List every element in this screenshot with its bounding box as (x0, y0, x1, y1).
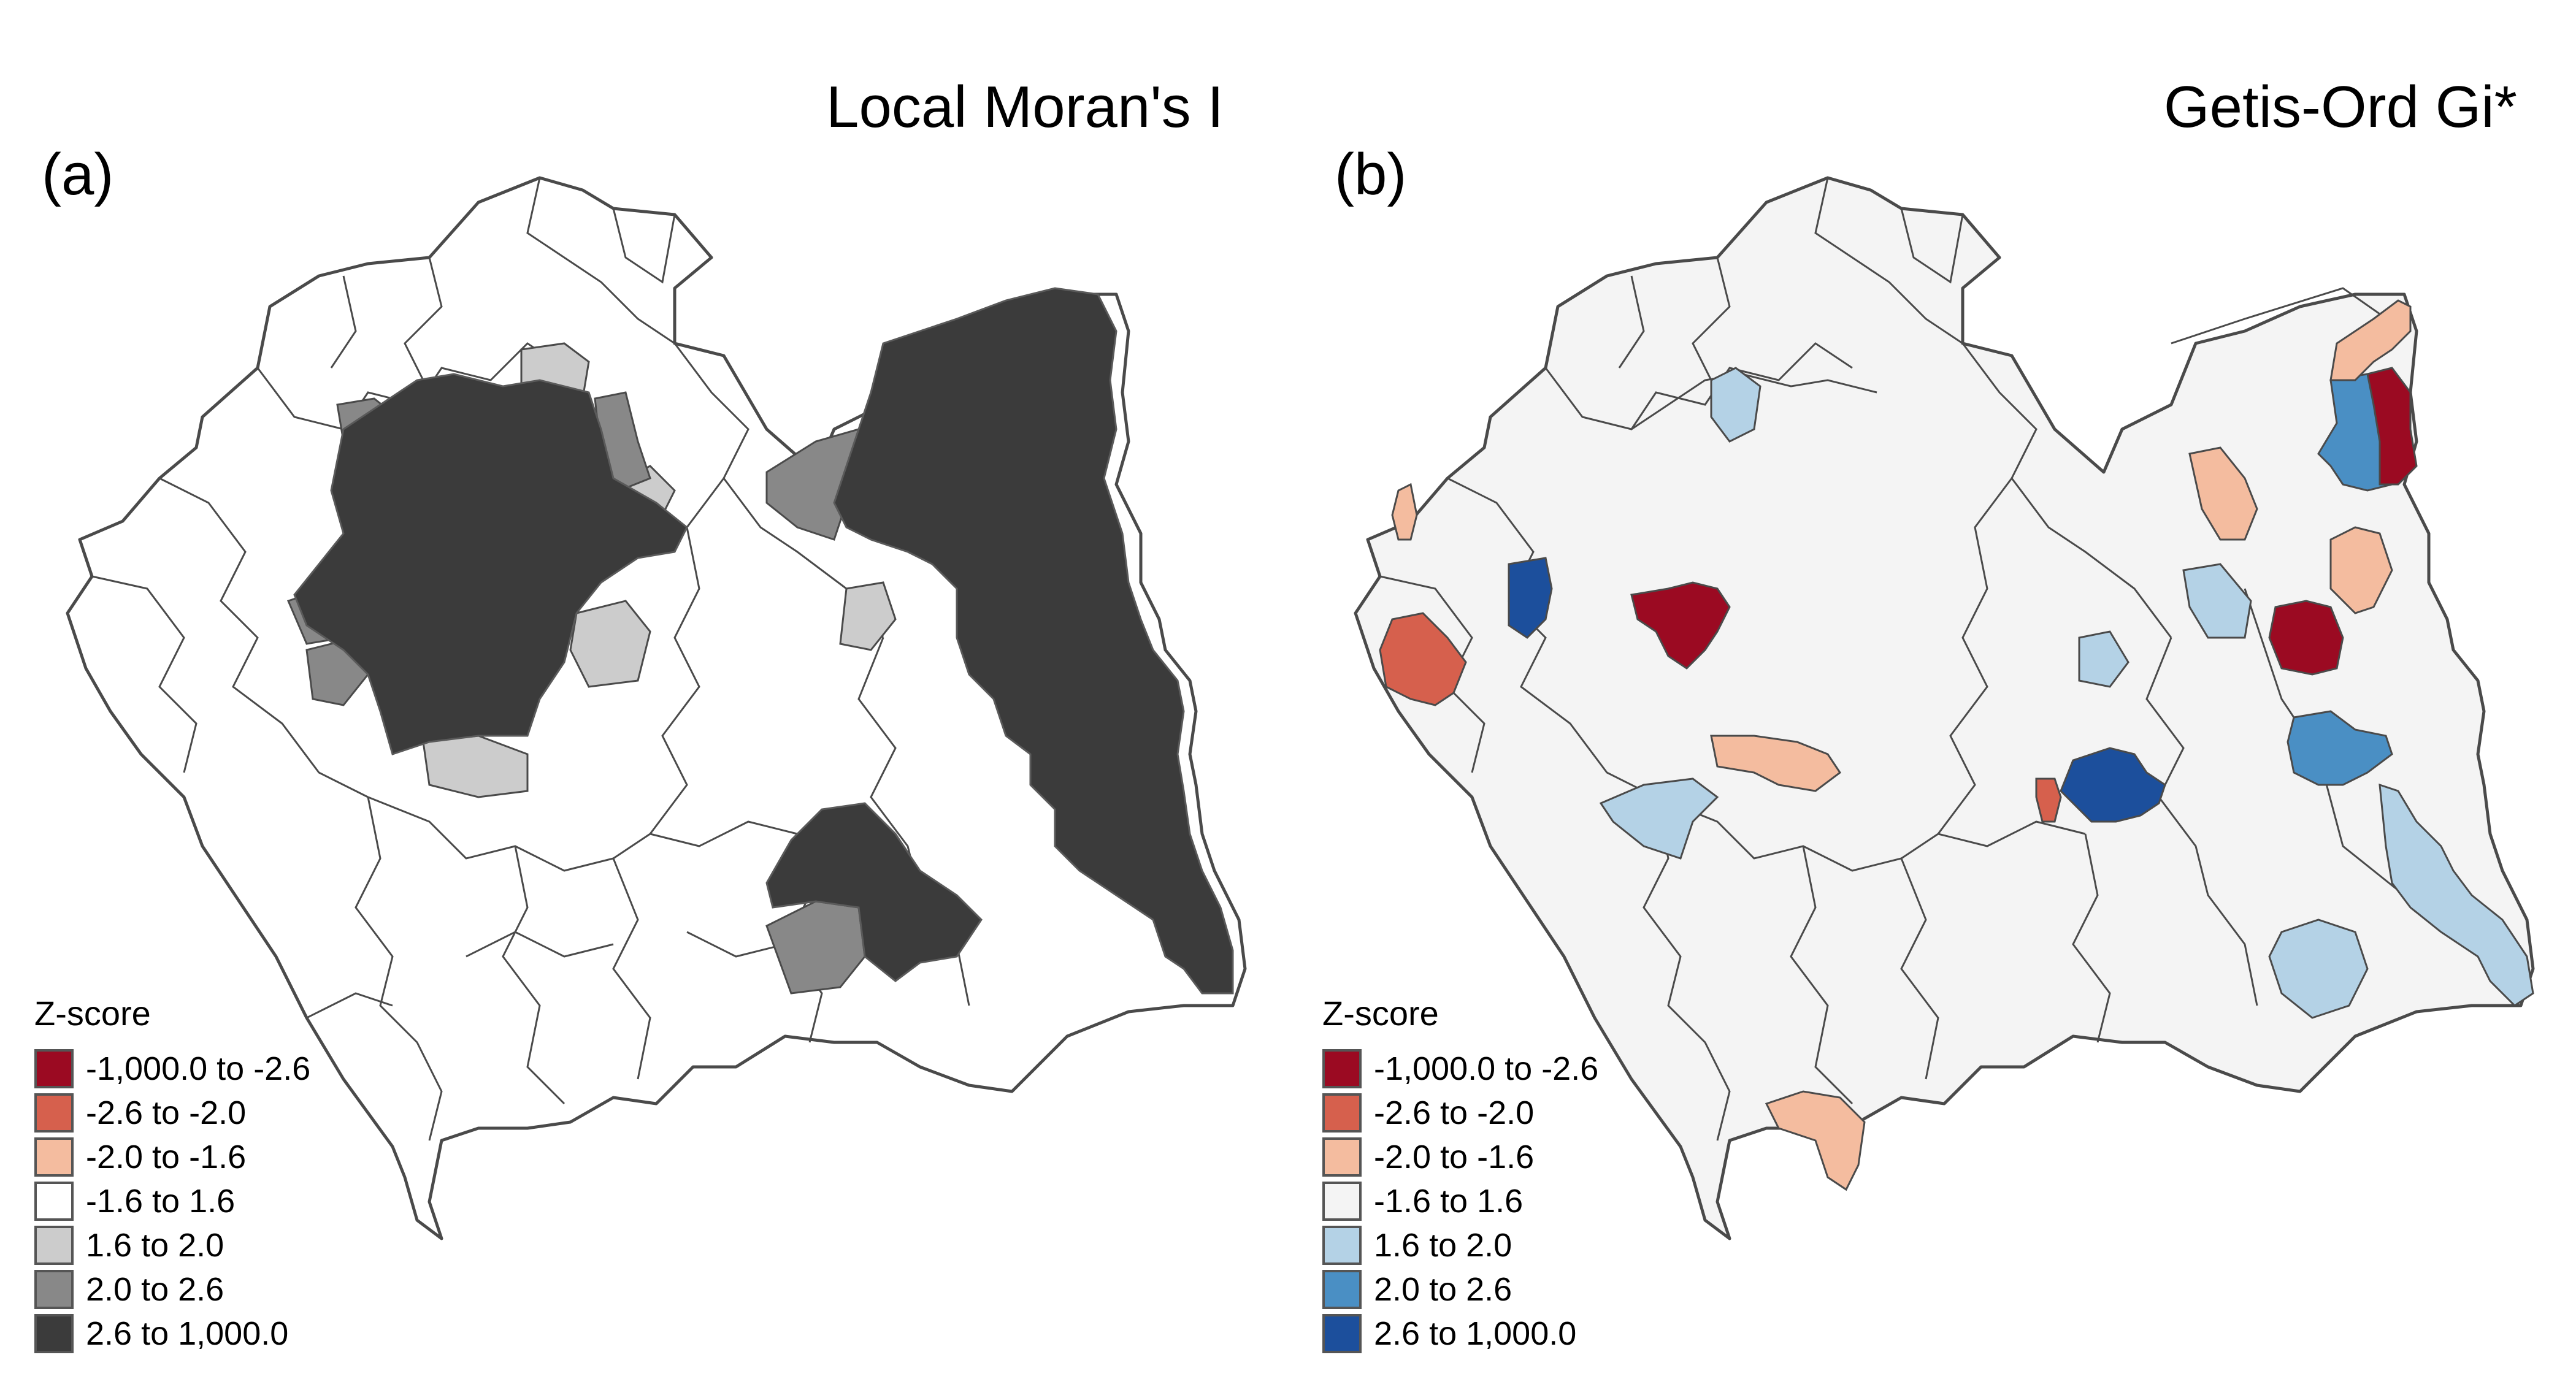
legend-swatch (34, 1270, 74, 1309)
map-local-morans-i (66, 176, 1247, 1240)
legend-item: -1.6 to 1.6 (1322, 1179, 1598, 1223)
legend-swatch (34, 1093, 74, 1133)
legend-label: 1.6 to 2.0 (1374, 1227, 1512, 1264)
legend-swatch (1322, 1226, 1362, 1265)
legend-swatch (34, 1226, 74, 1265)
legend-swatch (1322, 1093, 1362, 1133)
map-getis-ord-gi (1354, 176, 2535, 1240)
legend-items: -1,000.0 to -2.6 -2.6 to -2.0 -2.0 to -1… (1322, 1047, 1598, 1356)
cluster-minus-1000-to-minus-2-6 (1630, 367, 2418, 676)
legend-label: 1.6 to 2.0 (86, 1227, 224, 1264)
legend: Z-score -1,000.0 to -2.6 -2.6 to -2.0 -2… (34, 993, 310, 1356)
legend-item: -1.6 to 1.6 (34, 1179, 310, 1223)
cluster-2-6-to-1000 (1508, 557, 2166, 823)
legend-label: -1,000.0 to -2.6 (1374, 1050, 1599, 1087)
legend-label: -1.6 to 1.6 (1374, 1183, 1524, 1220)
legend-item: -1,000.0 to -2.6 (1322, 1047, 1598, 1091)
cluster-1-6-to-2-0 (1599, 367, 2534, 1019)
district-boundaries (1379, 177, 2405, 1141)
legend-swatch (1322, 1314, 1362, 1353)
legend-swatch (1322, 1049, 1362, 1088)
legend-swatch (34, 1049, 74, 1088)
legend-swatch (1322, 1182, 1362, 1221)
legend-swatch (34, 1314, 74, 1353)
legend-label: -2.0 to -1.6 (86, 1139, 247, 1175)
legend-swatch (34, 1182, 74, 1221)
panel-letter: (a) (42, 142, 114, 207)
panel-title: Local Moran's I (826, 74, 1224, 140)
legend-item: -1,000.0 to -2.6 (34, 1047, 310, 1091)
cluster-minus-2-6-to-minus-2-0 (1379, 612, 2062, 823)
legend-item: 2.6 to 1,000.0 (1322, 1312, 1598, 1356)
region-outline (1354, 176, 2535, 1240)
legend-label: 2.0 to 2.6 (1374, 1271, 1512, 1308)
legend-title: Z-score (34, 994, 151, 1033)
legend-label: -1.6 to 1.6 (86, 1183, 236, 1220)
panel-letter: (b) (1335, 142, 1407, 207)
panel-getis-ord-gi: Getis-Ord Gi* (b) Z-score -1,000.0 to -2… (1288, 0, 2576, 1398)
legend-items: -1,000.0 to -2.6 -2.6 to -2.0 -2.0 to -1… (34, 1047, 310, 1356)
legend-label: -2.6 to -2.0 (1374, 1094, 1535, 1131)
cluster-2-6-to-1000 (293, 287, 1234, 995)
legend-title: Z-score (1322, 994, 1439, 1033)
legend: Z-score -1,000.0 to -2.6 -2.6 to -2.0 -2… (1322, 993, 1598, 1356)
legend-label: -2.0 to -1.6 (1374, 1139, 1535, 1175)
legend-item: -2.0 to -1.6 (34, 1135, 310, 1179)
legend-label: 2.6 to 1,000.0 (1374, 1315, 1577, 1352)
legend-label: -1,000.0 to -2.6 (86, 1050, 311, 1087)
legend-item: 2.6 to 1,000.0 (34, 1312, 310, 1356)
legend-label: -2.6 to -2.0 (86, 1094, 247, 1131)
legend-item: 2.0 to 2.6 (1322, 1267, 1598, 1312)
cluster-minus-2-0-to-minus-1-6 (1391, 299, 2412, 1191)
panel-title: Getis-Ord Gi* (2163, 74, 2517, 140)
legend-item: -2.6 to -2.0 (1322, 1091, 1598, 1135)
legend-item: 2.0 to 2.6 (34, 1267, 310, 1312)
panel-local-morans-i: Local Moran's I (a) Z-score -1,000.0 to … (34, 74, 1247, 1356)
legend-label: 2.6 to 1,000.0 (86, 1315, 289, 1352)
legend-item: 1.6 to 2.0 (1322, 1223, 1598, 1267)
legend-swatch (1322, 1270, 1362, 1309)
legend-item: -2.6 to -2.0 (34, 1091, 310, 1135)
legend-swatch (34, 1137, 74, 1177)
legend-item: 1.6 to 2.0 (34, 1223, 310, 1267)
legend-item: -2.0 to -1.6 (1322, 1135, 1598, 1179)
legend-swatch (1322, 1137, 1362, 1177)
legend-label: 2.0 to 2.6 (86, 1271, 224, 1308)
